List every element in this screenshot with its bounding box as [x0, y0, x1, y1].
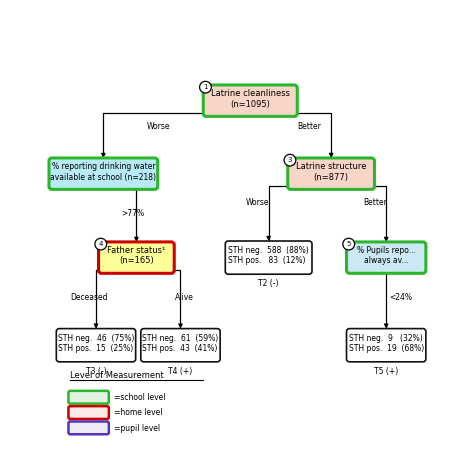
FancyBboxPatch shape	[68, 406, 109, 419]
Text: % Pupils repo...
always av...: % Pupils repo... always av...	[357, 246, 416, 265]
Text: Father status¹
(n=165): Father status¹ (n=165)	[107, 246, 165, 265]
Text: =pupil level: =pupil level	[114, 424, 161, 433]
Circle shape	[343, 238, 355, 250]
Text: T2 (-): T2 (-)	[258, 279, 279, 288]
Text: STH neg.  588  (88%)
STH pos.   83  (12%): STH neg. 588 (88%) STH pos. 83 (12%)	[228, 246, 309, 265]
Text: =home level: =home level	[114, 408, 163, 417]
FancyBboxPatch shape	[288, 158, 374, 190]
Text: Latrine structure
(n=877): Latrine structure (n=877)	[296, 162, 366, 182]
FancyBboxPatch shape	[56, 328, 136, 362]
Text: T3 (-): T3 (-)	[86, 367, 106, 376]
FancyBboxPatch shape	[141, 328, 220, 362]
Text: Alive: Alive	[175, 293, 193, 302]
Text: 3: 3	[288, 157, 292, 163]
Text: STH neg.  46  (75%)
STH pos.  15  (25%): STH neg. 46 (75%) STH pos. 15 (25%)	[58, 334, 134, 353]
Text: T5 (+): T5 (+)	[374, 367, 398, 376]
Text: 1: 1	[203, 84, 208, 90]
Text: >77%: >77%	[121, 210, 144, 219]
FancyBboxPatch shape	[68, 421, 109, 434]
Text: 4: 4	[99, 241, 103, 247]
FancyBboxPatch shape	[225, 241, 312, 274]
Text: STH neg.  9   (32%)
STH pos.  19  (68%): STH neg. 9 (32%) STH pos. 19 (68%)	[348, 334, 424, 353]
Text: 5: 5	[346, 241, 351, 247]
Text: STH neg.  61  (59%)
STH pos.  43  (41%): STH neg. 61 (59%) STH pos. 43 (41%)	[142, 334, 219, 353]
FancyBboxPatch shape	[49, 158, 158, 190]
Circle shape	[200, 82, 211, 93]
Text: =school level: =school level	[114, 393, 166, 402]
Text: Worse: Worse	[246, 199, 269, 207]
Circle shape	[95, 238, 107, 250]
Text: Better: Better	[297, 122, 321, 131]
FancyBboxPatch shape	[203, 85, 297, 117]
Circle shape	[284, 155, 296, 166]
Text: % reporting drinking water
available at school (n=218): % reporting drinking water available at …	[50, 162, 156, 182]
Text: Deceased: Deceased	[70, 293, 108, 302]
Text: Better: Better	[363, 199, 387, 207]
Text: Worse: Worse	[146, 122, 170, 131]
FancyBboxPatch shape	[99, 242, 174, 273]
FancyBboxPatch shape	[68, 391, 109, 404]
Text: <24%: <24%	[389, 293, 412, 302]
Text: Level of Measurement: Level of Measurement	[70, 371, 164, 380]
FancyBboxPatch shape	[346, 242, 426, 273]
Text: T4 (+): T4 (+)	[168, 367, 192, 376]
FancyBboxPatch shape	[346, 328, 426, 362]
Text: Latrine cleanliness
(n=1095): Latrine cleanliness (n=1095)	[211, 89, 290, 109]
